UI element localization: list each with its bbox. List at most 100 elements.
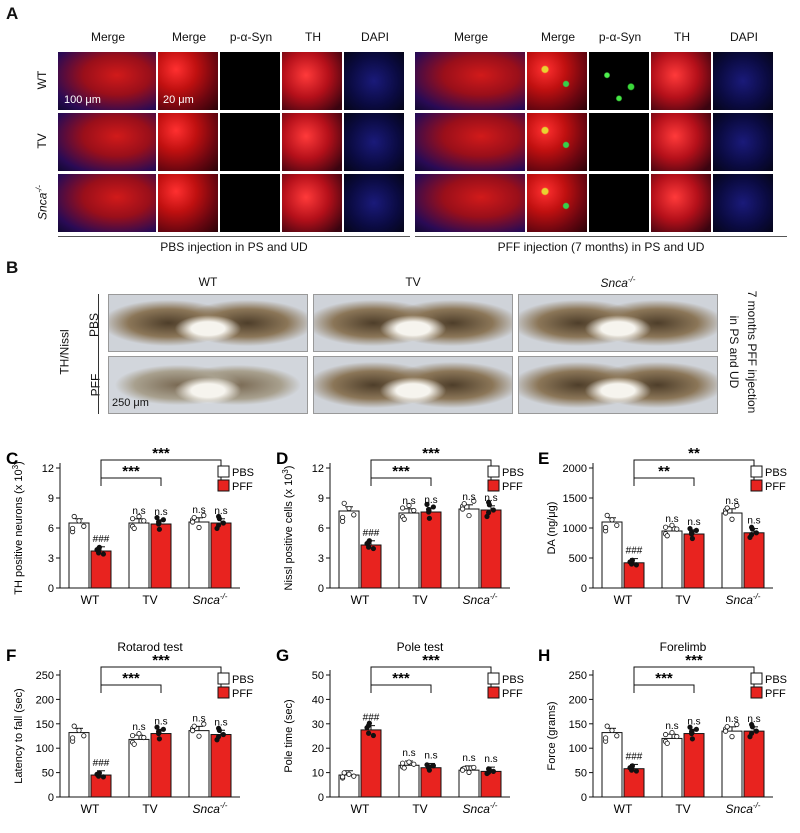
data-point [628,764,635,770]
data-point [471,764,477,771]
bar [90,550,112,589]
data-point [687,724,693,730]
legend-label-pbs: PBS [765,467,787,479]
micrograph-tile [651,52,711,110]
legend-swatch-pff [217,479,230,492]
panel-b-bracket [98,294,99,414]
data-point [749,724,756,730]
data-point [190,725,196,732]
significance-bracket [370,459,492,486]
bracket-label: *** [392,463,410,480]
micrograph-tile [158,174,218,232]
significance-label: n.s [214,717,227,728]
y-axis-label: Force (grams) [546,701,558,770]
significance-bracket [370,477,432,486]
micrograph-tile [58,113,156,171]
data-point [370,732,376,739]
data-point [130,732,136,739]
data-point [689,535,696,542]
legend-swatch-pff [750,686,763,699]
data-point [201,721,207,727]
data-point [669,729,675,736]
significance-label: n.s [462,492,475,503]
data-point [70,735,76,741]
superscript: 3 [11,464,20,469]
data-point [430,504,436,510]
x-category-label: TV [142,802,157,816]
x-category-label: Snca-/- [463,592,498,607]
data-point [70,529,76,535]
data-point [459,506,466,512]
data-point [484,513,490,520]
bracket-label: *** [122,670,140,687]
bar [128,738,150,798]
data-point [339,514,346,521]
data-point [748,730,755,736]
micrograph-tile [282,113,342,171]
y-tick-label: 30 [312,719,324,731]
bar [188,730,210,798]
data-point [156,736,162,742]
legend-label-pbs: PBS [502,467,524,479]
micrograph-tile [651,113,711,171]
chart-title: Rotarod test [117,640,183,654]
brain-slice-image [313,356,513,414]
data-point [662,531,669,537]
data-point [485,766,492,772]
data-point [688,529,695,535]
data-point [216,727,222,733]
data-point [627,765,633,771]
data-point [366,538,372,544]
x-category-label: WT [351,593,370,607]
data-point [674,526,680,532]
data-point [214,525,220,532]
data-point [669,522,675,528]
data-point [216,513,222,520]
bar [150,733,172,798]
x-category-label: WT [614,593,633,607]
x-category-label: WT [614,802,633,816]
significance-bracket [633,666,755,693]
micrograph-tile [344,52,404,110]
scale-bar-label: 100 μm [64,94,101,106]
y-tick-label: 200 [569,694,587,706]
bar [210,734,232,798]
significance-bracket [370,666,492,693]
bar [398,512,420,589]
significance-label: n.s [665,514,678,525]
y-tick-label: 12 [42,463,54,475]
data-point [220,731,226,738]
y-axis-label-end: ) [283,466,295,470]
data-point [609,517,615,523]
panel-a-col-header: DAPI [729,30,758,44]
y-axis-label: DA (ng/μg) [546,502,558,555]
significance-label: n.s [484,754,497,765]
panel-b-label: B [6,258,19,277]
data-point [81,523,87,529]
data-point [130,516,136,522]
y-tick-label: 2000 [563,463,587,475]
data-point [485,499,492,505]
y-tick-label: 0 [581,792,587,804]
y-tick-label: 12 [312,463,324,475]
data-point [154,724,160,730]
data-point [341,770,347,776]
data-point [131,741,137,747]
data-point [399,514,406,520]
legend-swatch-pbs [750,465,763,478]
data-point [753,728,760,734]
micrograph-tile [220,174,280,232]
micrograph-tile [415,174,525,232]
superscript: -/- [753,592,761,601]
y-tick-label: 250 [569,670,587,682]
brain-slice-image [313,294,513,352]
bar [683,733,705,798]
data-point [693,726,700,732]
data-point [724,724,730,730]
bar [90,774,112,798]
significance-label: n.s [132,722,145,733]
y-tick-label: 100 [569,743,587,755]
data-point [425,764,432,770]
data-point [76,727,82,734]
data-point [365,544,372,550]
